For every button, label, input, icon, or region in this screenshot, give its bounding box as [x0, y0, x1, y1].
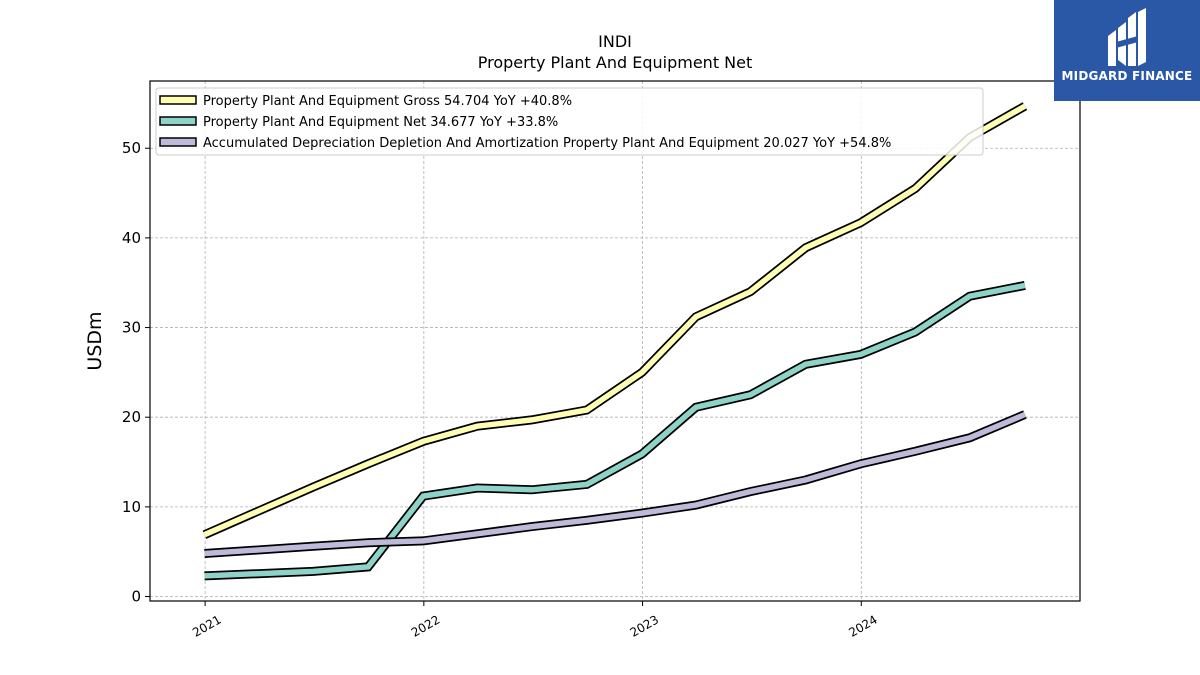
plot-area-frame — [149, 80, 1081, 602]
series-lines — [202, 102, 1028, 581]
legend-swatch-1 — [159, 95, 197, 105]
x-tick-label: 2023 — [628, 612, 661, 639]
legend-entry-3: Accumulated Depreciation Depletion And A… — [203, 136, 891, 151]
y-axis-ticks: 0 10 20 30 40 50 — [122, 139, 150, 606]
midgard-logo-icon — [1108, 8, 1146, 66]
chart-subtitle: Property Plant And Equipment Net — [478, 53, 753, 72]
y-tick-label: 10 — [122, 498, 141, 516]
y-tick-label: 0 — [131, 588, 141, 606]
y-tick-label: 40 — [122, 229, 141, 247]
x-tick-label: 2021 — [190, 612, 223, 639]
legend: Property Plant And Equipment Gross 54.70… — [155, 87, 984, 156]
x-tick-label: 2022 — [409, 612, 442, 639]
legend-swatch-2 — [159, 116, 197, 126]
series-line-2 — [204, 282, 1026, 579]
series-line-3 — [204, 411, 1026, 557]
brand-name: MIDGARD FINANCE — [1061, 69, 1193, 83]
legend-entry-2: Property Plant And Equipment Net 34.677 … — [203, 115, 558, 130]
y-tick-label: 20 — [122, 408, 141, 426]
y-tick-label: 30 — [122, 319, 141, 337]
x-axis-ticks: 2021 2022 2023 2024 — [190, 601, 880, 640]
legend-box — [155, 87, 984, 156]
series-line-outline-2 — [204, 280, 1026, 581]
legend-swatch-3 — [159, 137, 197, 147]
midgard-finance-logo: MIDGARD FINANCE — [1054, 0, 1200, 101]
y-axis-label: USDm — [84, 311, 106, 370]
legend-entry-1: Property Plant And Equipment Gross 54.70… — [203, 94, 572, 109]
chart-title: INDI — [598, 32, 632, 51]
y-tick-label: 50 — [122, 139, 141, 157]
series-line-1 — [203, 103, 1027, 538]
x-tick-label: 2024 — [846, 612, 879, 639]
